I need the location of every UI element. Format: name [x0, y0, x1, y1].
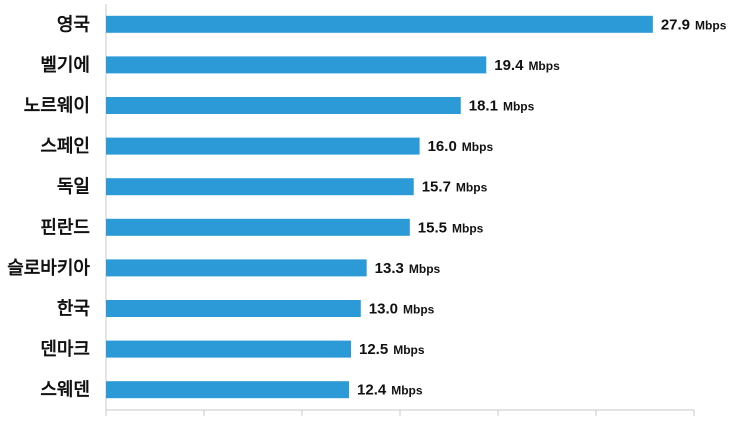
category-label: 영국: [57, 14, 90, 35]
value-unit: Mbps: [391, 384, 423, 398]
bars-group: 영국 27.9 Mbps 벨기에 19.4 Mbps 노르웨이 18.1 Mbps 스페인 16.0…: [7, 14, 727, 400]
bar: [106, 218, 410, 236]
category-label: 노르웨이: [24, 96, 90, 117]
value-unit: Mbps: [452, 221, 484, 235]
category-label: 슬로바키아: [7, 258, 90, 279]
category-label: 한국: [57, 299, 90, 320]
bar: [106, 259, 367, 277]
value-number: 12.4: [357, 382, 387, 399]
bar: [106, 381, 350, 399]
value-number: 16.0: [428, 138, 457, 155]
value-number: 15.7: [422, 179, 451, 196]
value-unit: Mbps: [403, 303, 435, 317]
value-label: 16.0 Mbps: [428, 138, 494, 155]
bar: [106, 137, 420, 155]
category-label: 핀란드: [40, 217, 90, 238]
value-label: 18.1 Mbps: [469, 98, 535, 115]
value-unit: Mbps: [503, 100, 535, 114]
value-unit: Mbps: [409, 262, 441, 276]
value-unit: Mbps: [462, 140, 494, 154]
bar: [106, 340, 351, 358]
value-number: 27.9: [661, 16, 690, 33]
value-number: 13.0: [369, 301, 398, 318]
bar: [106, 15, 653, 33]
value-label: 15.5 Mbps: [418, 219, 484, 236]
value-label: 27.9 Mbps: [661, 16, 727, 33]
category-label: 독일: [57, 177, 90, 198]
value-unit: Mbps: [528, 59, 560, 73]
value-label: 12.5 Mbps: [359, 341, 425, 358]
bar: [106, 56, 487, 74]
category-label: 스웨덴: [40, 380, 90, 401]
value-label: 13.3 Mbps: [375, 260, 441, 277]
value-number: 15.5: [418, 219, 447, 236]
value-number: 12.5: [359, 341, 388, 358]
value-number: 13.3: [375, 260, 404, 277]
x-axis-ticks: [105, 410, 695, 416]
value-unit: Mbps: [456, 181, 488, 195]
value-unit: Mbps: [695, 18, 727, 32]
category-label: 스페인: [40, 136, 90, 157]
value-label: 13.0 Mbps: [369, 301, 435, 318]
bar: [106, 97, 461, 114]
value-number: 19.4: [494, 57, 524, 74]
value-unit: Mbps: [393, 343, 425, 357]
value-label: 15.7 Mbps: [422, 179, 488, 196]
value-number: 18.1: [469, 98, 498, 115]
bar: [106, 300, 361, 317]
value-label: 12.4 Mbps: [357, 382, 423, 399]
value-label: 19.4 Mbps: [494, 57, 560, 74]
category-label: 벨기에: [40, 55, 90, 76]
category-label: 덴마크: [40, 339, 90, 360]
bar: [106, 178, 414, 196]
